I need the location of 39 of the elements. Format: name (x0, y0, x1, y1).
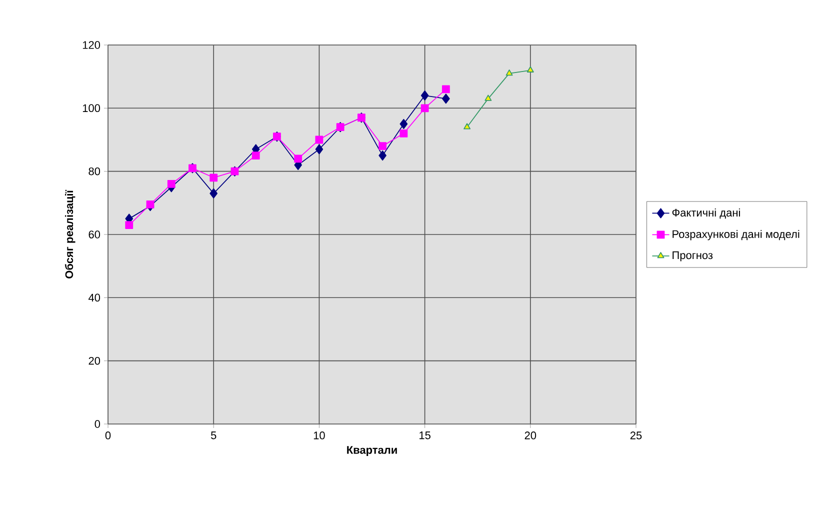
legend-label: Прогноз (672, 251, 713, 262)
point (125, 221, 134, 229)
y-tick-label: 20 (88, 356, 100, 365)
x-tick-label: 15 (420, 432, 430, 440)
y-tick-label: 120 (82, 41, 100, 49)
point (378, 142, 387, 150)
point (400, 118, 408, 129)
point (146, 200, 154, 208)
legend-label: Розрахункові дані моделі (672, 230, 800, 240)
point (378, 150, 386, 161)
point (526, 66, 534, 72)
y-tick-label: 0 (94, 420, 100, 428)
y-axis-title: Обсяг реалізації (64, 190, 76, 278)
x-tick-label: 0 (105, 432, 111, 440)
x-tick-label: 25 (630, 432, 642, 440)
x-axis-title: Квартали (347, 446, 397, 456)
point (294, 154, 302, 163)
x-tick-label: 20 (524, 432, 536, 440)
point (420, 104, 429, 112)
point (442, 85, 450, 94)
point (167, 180, 176, 188)
y-tick-label: 100 (82, 104, 100, 112)
point (464, 123, 471, 130)
y-tick-label: 60 (88, 230, 100, 238)
point (315, 136, 324, 144)
point (442, 94, 450, 104)
x-tick-label: 10 (314, 432, 325, 440)
legend-label: Фактичні дані (672, 208, 740, 219)
point (400, 129, 408, 138)
y-tick-label: 40 (88, 294, 100, 302)
point (210, 174, 218, 182)
point (210, 188, 218, 198)
x-tick-label: 5 (210, 432, 216, 440)
point (420, 90, 429, 101)
point (252, 152, 260, 160)
y-tick-label: 80 (88, 167, 100, 176)
point (484, 94, 492, 101)
point (506, 69, 513, 76)
point (315, 144, 324, 154)
